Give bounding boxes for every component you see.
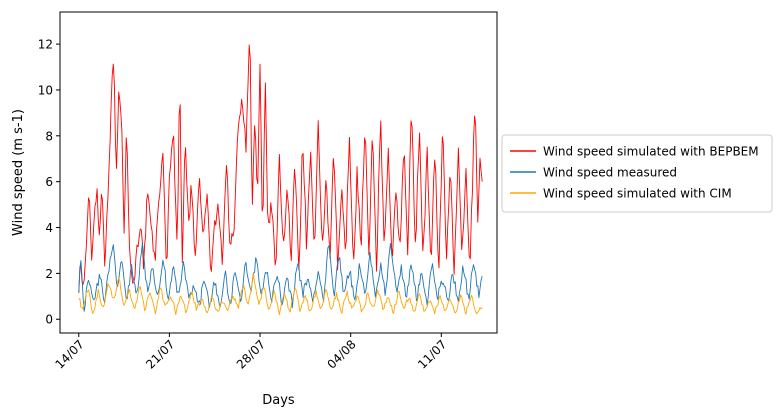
x-tick-label: 21/07 xyxy=(143,337,177,371)
y-tick-label: 6 xyxy=(45,175,53,189)
y-axis-label: Wind speed (m s-1) xyxy=(11,109,26,236)
legend-box xyxy=(501,134,773,213)
x-axis-label: Days xyxy=(262,393,295,408)
legend-label: Wind speed simulated with BEPBEM xyxy=(543,145,759,159)
x-tick-label: 04/08 xyxy=(324,337,358,371)
legend-label: Wind speed simulated with CIM xyxy=(543,187,732,201)
y-tick-label: 8 xyxy=(45,129,53,143)
y-tick-label: 2 xyxy=(45,267,53,281)
y-axis-ticks: 0 2 4 6 8 10 12 xyxy=(38,38,60,327)
series-line xyxy=(78,44,483,293)
x-tick-label: 14/07 xyxy=(53,337,87,371)
legend: Wind speed simulated with BEPBEM Wind spe… xyxy=(501,134,773,213)
y-tick-label: 4 xyxy=(45,221,53,235)
y-tick-label: 0 xyxy=(45,313,53,327)
series-line xyxy=(78,273,483,315)
y-tick-label: 12 xyxy=(38,38,53,52)
x-axis-ticks: 14/07 21/07 28/07 04/08 11/07 xyxy=(53,333,449,372)
legend-label: Wind speed measured xyxy=(543,166,677,180)
x-tick-label: 28/07 xyxy=(234,337,268,371)
series-line xyxy=(78,242,483,312)
x-tick-label: 11/07 xyxy=(415,337,449,371)
plot-lines xyxy=(78,44,483,315)
y-tick-label: 10 xyxy=(38,83,53,97)
plot-frame xyxy=(59,11,498,334)
